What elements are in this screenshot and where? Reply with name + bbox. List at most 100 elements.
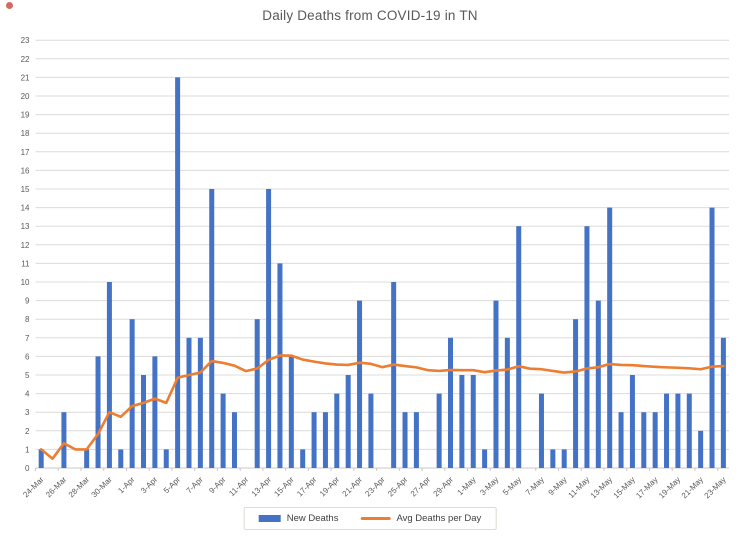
x-axis-tick-label: 23-Apr [363,475,387,499]
x-axis-tick-label: 11-Apr [227,475,250,498]
x-axis-tick-label: 29-Apr [432,475,456,499]
x-axis-tick-label: 15-May [612,475,637,500]
bar-24-Apr [391,282,397,468]
y-axis-tick-label: 16 [21,166,30,175]
bar-31-Mar [118,449,124,468]
y-axis-tick-label: 19 [21,111,30,120]
avg-deaths-line [39,354,725,461]
x-axis-tick-label: 13-May [589,475,614,500]
x-axis-tick-label: 9-Apr [207,475,227,495]
y-axis-tick-label: 2 [25,427,30,436]
y-axis-tick-label: 22 [21,55,30,64]
bar-26-Apr [413,412,419,468]
x-axis-tick-label: 3-Apr [139,475,159,495]
x-axis-tick-label: 27-Apr [409,475,433,499]
y-axis-tick-label: 10 [21,278,30,287]
x-axis-tick-label: 25-Apr [386,475,410,499]
y-axis-tick-label: 3 [25,408,30,417]
y-axis-tick-label: 6 [25,352,30,361]
bar-1-May [470,375,476,468]
bar-29-Apr [448,337,454,468]
y-axis-tick-label: 7 [25,334,30,343]
bar-28-Mar [84,449,90,468]
bar-23-May [720,337,726,468]
bar-24-Mar [38,449,44,468]
bar-7-May [538,393,544,468]
x-axis-tick-label: 5-Apr [162,475,182,495]
x-axis-tick-label: 1-Apr [116,475,136,495]
y-axis-tick-label: 18 [21,129,30,138]
bar-25-Apr [402,412,408,468]
red-artifact-dot [6,2,13,9]
bar-17-Apr [311,412,317,468]
x-axis-tick-label: 17-May [634,475,659,500]
bar-5-May [516,226,522,468]
new-deaths-swatch-icon [258,515,281,522]
x-axis-tick-label: 13-Apr [250,475,274,499]
bar-12-May [595,300,601,468]
y-axis-tick-label: 20 [21,92,30,101]
x-axis-tick-label: 21-May [680,475,705,500]
bar-15-May [629,375,635,468]
x-axis-tick-label: 26-Mar [44,475,69,500]
x-axis-tick-label: 15-Apr [272,475,296,499]
y-axis-tick-label: 14 [21,204,30,213]
legend-label-new-deaths: New Deaths [286,513,339,524]
legend-label-avg-deaths: Avg Deaths per Day [396,513,482,524]
y-axis-tick-label: 4 [25,390,30,399]
x-axis-tick-label: 19-Apr [318,475,342,499]
bar-2-May [482,449,488,468]
y-axis-tick-label: 15 [21,185,30,194]
bar-13-May [607,207,613,468]
legend: New Deaths Avg Deaths per Day [243,507,497,530]
bar-30-Mar [106,282,112,468]
bar-14-Apr [277,263,283,468]
bar-16-Apr [300,449,306,468]
bar-7-Apr [197,337,203,468]
plot-area: 0123456789101112131415161718192021222324… [21,36,730,500]
y-axis-tick-label: 13 [21,222,30,231]
bar-11-May [584,226,590,468]
bar-19-May [675,393,681,468]
bar-3-Apr [152,356,158,468]
bar-10-May [573,319,579,468]
bar-22-Apr [368,393,374,468]
y-axis-tick-label: 12 [21,241,30,250]
x-axis-tick-label: 28-Mar [67,475,92,500]
y-axis-tick-label: 23 [21,36,30,45]
x-axis-tick-label: 23-May [703,475,728,500]
y-axis-tick-label: 1 [25,445,30,454]
x-axis-tick-label: 30-Mar [90,475,115,500]
x-axis-tick-label: 11-May [567,475,592,500]
avg-deaths-line-swatch-icon [360,517,391,520]
bar-13-Apr [266,189,272,468]
bar-2-Apr [141,375,147,468]
bar-26-Mar [61,412,67,468]
chart-title: Daily Deaths from COVID-19 in TN [262,8,478,23]
bar-6-Apr [186,337,192,468]
y-axis-tick-label: 17 [21,148,30,157]
bar-1-Apr [129,319,135,468]
bar-4-May [504,337,510,468]
bar-4-Apr [163,449,169,468]
bar-19-Apr [334,393,340,468]
y-axis-tick-label: 11 [21,259,30,268]
bar-28-Apr [436,393,442,468]
y-axis-tick-label: 5 [25,371,30,380]
bar-14-May [618,412,624,468]
y-axis-tick-label: 0 [25,464,30,473]
bar-16-May [641,412,647,468]
bar-21-Apr [357,300,363,468]
x-axis-tick-label: 9-May [547,475,569,497]
x-axis-tick-label: 7-Apr [185,475,205,495]
bar-9-Apr [220,393,226,468]
bar-21-May [698,430,704,468]
bar-29-Mar [95,356,101,468]
bar-8-Apr [209,189,215,468]
bar-22-May [709,207,715,468]
bar-17-May [652,412,658,468]
x-axis-tick-label: 5-May [501,475,523,497]
bar-20-May [686,393,692,468]
bar-9-May [561,449,567,468]
